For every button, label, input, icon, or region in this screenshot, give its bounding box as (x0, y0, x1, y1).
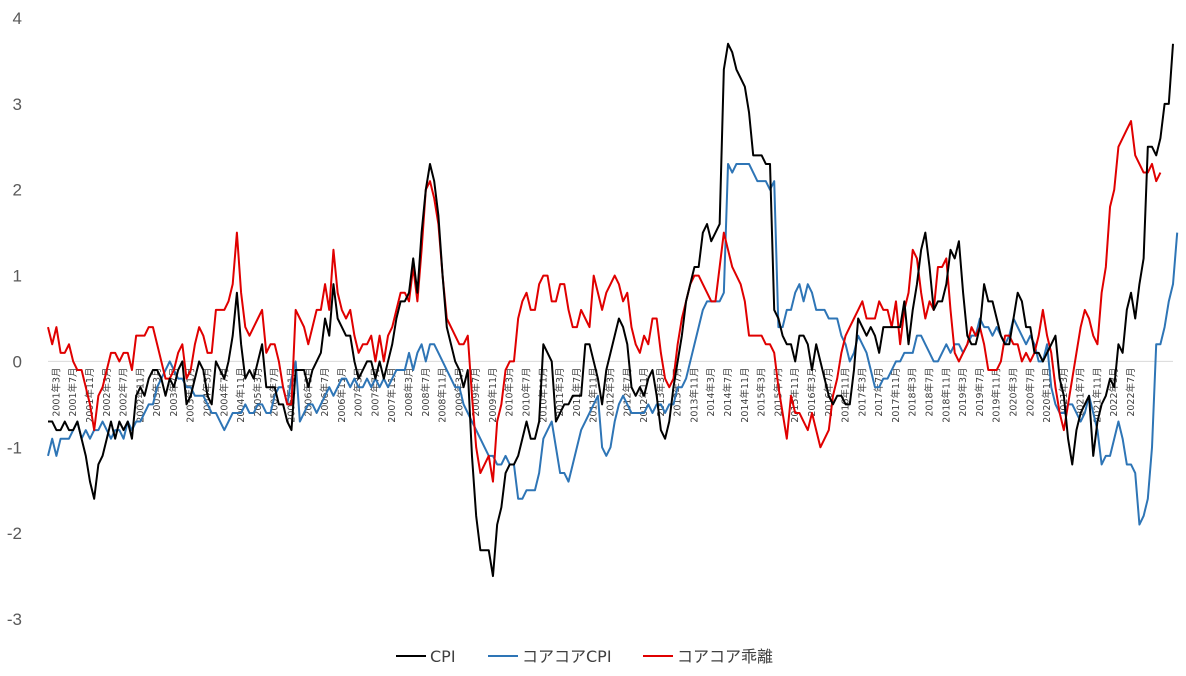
y-tick-label: 1 (13, 267, 22, 286)
x-tick-label: 2013年11月 (688, 367, 700, 422)
y-tick-label: -1 (7, 438, 22, 457)
x-tick-label: 2003年7月 (168, 367, 180, 416)
x-tick-label: 2016年11月 (840, 367, 852, 422)
x-tick-label: 2002年7月 (118, 367, 130, 416)
y-axis-labels: 4 3 2 1 0 -1 -2 -3 (7, 9, 22, 629)
x-tick-label: 2010年3月 (504, 367, 516, 416)
x-tick-label: 2018年11月 (940, 367, 952, 422)
x-tick-label: 2014年3月 (705, 367, 717, 416)
x-tick-label: 2020年3月 (1007, 367, 1019, 416)
legend-label: コアコア乖離 (677, 647, 773, 666)
x-tick-label: 2015年3月 (756, 367, 768, 416)
series-lines (47, 42, 1179, 578)
x-tick-label: 2012年3月 (605, 367, 617, 416)
x-tick-label: 2017年11月 (890, 367, 902, 422)
x-tick-label: 2009年3月 (453, 367, 465, 416)
x-tick-label: 2008年11月 (437, 367, 449, 422)
x-tick-label: 2015年11月 (789, 367, 801, 422)
x-tick-label: 2006年7月 (319, 367, 331, 416)
x-tick-label: 2003年3月 (151, 367, 163, 416)
x-tick-label: 2001年7月 (67, 367, 79, 416)
x-tick-label: 2008年3月 (403, 367, 415, 416)
x-tick-label: 2017年3月 (856, 367, 868, 416)
legend-label: CPI (430, 647, 456, 666)
series-line-0 (48, 42, 1174, 578)
x-tick-label: 2014年7月 (722, 367, 734, 416)
y-tick-label: 4 (13, 9, 22, 28)
x-tick-label: 2022年3月 (1108, 367, 1120, 416)
x-tick-label: 2011年3月 (554, 367, 566, 416)
series-line-1 (47, 162, 1179, 526)
legend: CPI コアコアCPI コアコア乖離 (396, 647, 773, 666)
x-tick-label: 2019年3月 (957, 367, 969, 416)
x-tick-label: 2018年7月 (924, 367, 936, 416)
x-tick-label: 2001年11月 (84, 367, 96, 422)
x-tick-label: 2002年11月 (134, 367, 146, 422)
y-tick-label: -3 (7, 610, 22, 629)
x-tick-label: 2021年7月 (1075, 367, 1087, 416)
x-tick-label: 2020年7月 (1024, 367, 1036, 416)
x-tick-label: 2002年3月 (101, 367, 113, 416)
x-tick-label: 2007年7月 (369, 367, 381, 416)
x-tick-label: 2011年7月 (571, 367, 583, 416)
x-tick-label: 2016年3月 (806, 367, 818, 416)
x-tick-label: 2012年7月 (621, 367, 633, 416)
x-tick-label: 2006年3月 (302, 367, 314, 416)
x-tick-label: 2004年7月 (218, 367, 230, 416)
x-tick-label: 2006年11月 (336, 367, 348, 422)
y-tick-label: 3 (13, 95, 22, 114)
x-tick-label: 2009年11月 (487, 367, 499, 422)
x-tick-label: 2017年7月 (873, 367, 885, 416)
x-tick-label: 2022年7月 (1125, 367, 1137, 416)
y-tick-label: 2 (13, 181, 22, 200)
series-line-2 (47, 120, 1162, 483)
x-tick-label: 2014年11月 (739, 367, 751, 422)
y-tick-label: 0 (13, 352, 22, 371)
x-tick-label: 2007年11月 (386, 367, 398, 422)
x-tick-label: 2001年3月 (50, 367, 62, 416)
x-tick-label: 2020年11月 (1041, 367, 1053, 422)
x-tick-label: 2010年7月 (521, 367, 533, 416)
legend-label: コアコアCPI (522, 647, 612, 666)
x-axis-labels: 2001年3月 2001年7月 2001年11月 2002年3月 2002年7月 2002… (50, 367, 1137, 422)
y-tick-label: -2 (7, 524, 22, 543)
x-tick-label: 2018年3月 (907, 367, 919, 416)
x-tick-label: 2019年11月 (991, 367, 1003, 422)
x-tick-label: 2008年7月 (420, 367, 432, 416)
x-tick-label: 2019年7月 (974, 367, 986, 416)
